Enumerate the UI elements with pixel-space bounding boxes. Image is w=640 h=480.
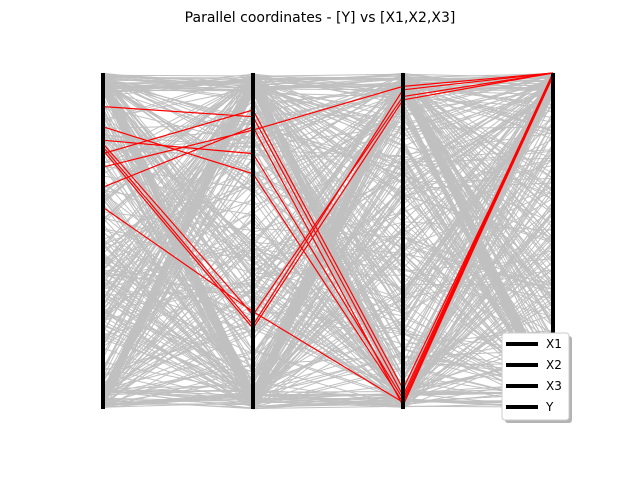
background-lines [102, 72, 554, 410]
background-line [102, 79, 554, 195]
background-line [102, 89, 554, 355]
chart-title: Parallel coordinates - [Y] vs [X1,X2,X3] [185, 10, 456, 26]
highlighted-line [102, 72, 554, 168]
background-line [102, 85, 554, 404]
background-line [102, 89, 554, 406]
highlighted-line [102, 72, 554, 401]
legend-label: X2 [546, 358, 562, 372]
legend-entry-x2: X2 [506, 358, 562, 372]
highlighted-line [102, 72, 554, 330]
legend-entry-x1: X1 [506, 337, 562, 351]
background-line [102, 130, 554, 403]
highlighted-line [102, 72, 554, 407]
background-line [102, 190, 554, 404]
background-line [102, 203, 554, 408]
background-line [102, 78, 554, 178]
background-line [102, 82, 554, 392]
background-line [102, 82, 554, 287]
background-line [102, 92, 554, 307]
background-line [102, 90, 554, 404]
background-line [102, 76, 554, 352]
background-line [102, 74, 554, 196]
legend-label: Y [545, 400, 554, 414]
background-line [102, 89, 554, 405]
background-line [102, 73, 554, 394]
background-line [102, 291, 554, 397]
legend: X1 X2 X3 Y [501, 332, 572, 423]
background-line [102, 81, 554, 402]
background-line [102, 72, 554, 404]
legend-label: X3 [546, 379, 562, 393]
background-line [102, 85, 554, 404]
highlighted-lines [102, 72, 554, 407]
background-line [102, 84, 554, 408]
background-line [102, 90, 554, 394]
background-line [102, 79, 554, 401]
highlighted-line [102, 76, 554, 391]
background-line [102, 73, 554, 317]
legend-entry-y: Y [506, 400, 554, 414]
background-line [102, 80, 554, 196]
background-line [102, 108, 554, 396]
background-line [102, 75, 554, 408]
highlighted-line [102, 72, 554, 397]
legend-entry-x3: X3 [506, 379, 562, 393]
background-line [102, 84, 554, 224]
background-line [102, 378, 554, 406]
background-line [102, 73, 554, 408]
background-line [102, 83, 554, 400]
background-line [102, 72, 554, 349]
highlighted-line [102, 72, 554, 327]
background-line [102, 89, 554, 355]
background-line [102, 92, 554, 390]
background-line [102, 73, 554, 407]
background-line [102, 74, 554, 407]
background-line [102, 74, 554, 233]
background-line [102, 349, 554, 398]
background-line [102, 95, 554, 395]
background-line [102, 183, 554, 405]
highlighted-line [102, 72, 554, 404]
background-line [102, 73, 554, 239]
legend-box [501, 332, 570, 421]
background-line [102, 123, 554, 395]
background-line [102, 112, 554, 401]
background-line [102, 101, 554, 407]
background-line [102, 113, 554, 400]
background-line [102, 90, 554, 409]
highlighted-line [102, 72, 554, 316]
background-line [102, 186, 554, 409]
legend-label: X1 [546, 337, 562, 351]
background-line [102, 73, 554, 394]
background-line [102, 159, 554, 295]
background-line [102, 76, 554, 286]
background-line [102, 80, 554, 398]
background-line [102, 227, 554, 390]
background-line [102, 102, 554, 403]
background-line [102, 75, 554, 95]
